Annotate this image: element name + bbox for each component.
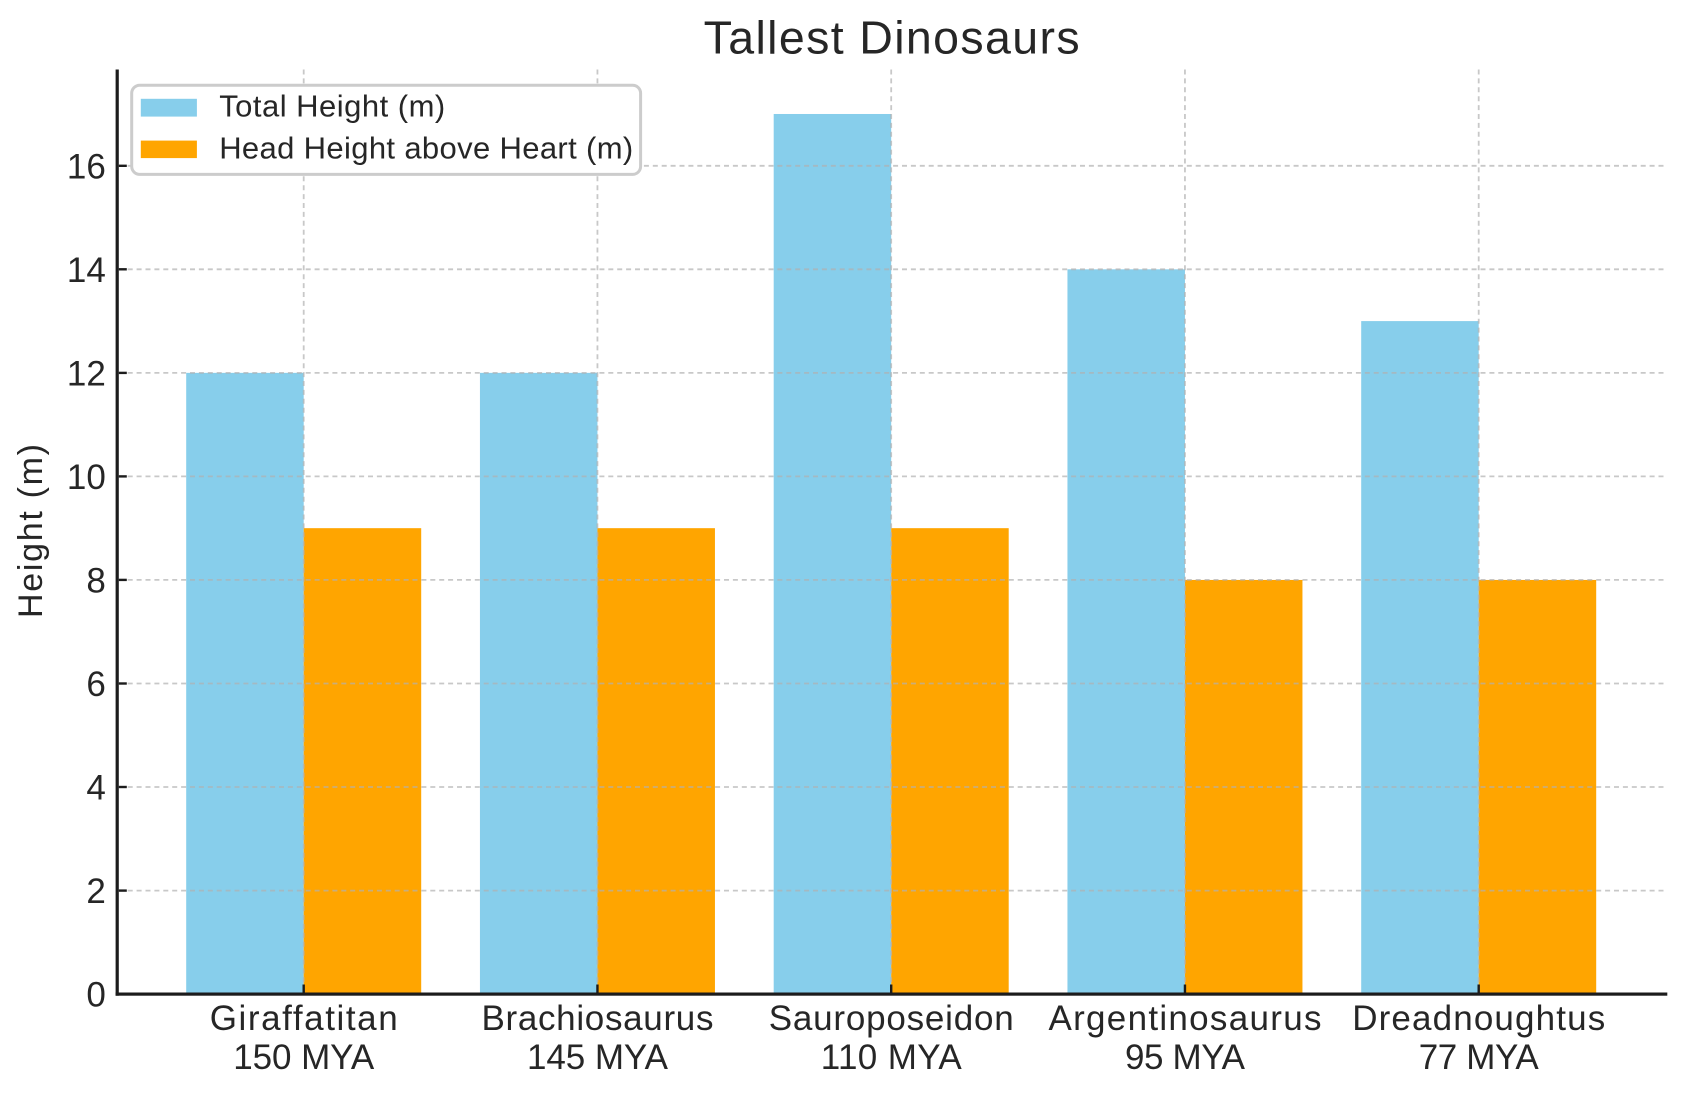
svg-text:16: 16 (67, 147, 106, 186)
svg-text:95 MYA: 95 MYA (1125, 1038, 1246, 1077)
svg-text:Brachiosaurus: Brachiosaurus (481, 999, 713, 1038)
svg-text:0: 0 (86, 976, 105, 1015)
svg-text:Total Height (m): Total Height (m) (219, 89, 445, 124)
svg-text:6: 6 (86, 665, 105, 704)
svg-text:110 MYA: 110 MYA (821, 1038, 963, 1077)
svg-text:8: 8 (86, 562, 105, 601)
svg-text:10: 10 (67, 458, 106, 497)
svg-text:77 MYA: 77 MYA (1419, 1038, 1540, 1077)
svg-text:Tallest Dinosaurs: Tallest Dinosaurs (704, 11, 1080, 63)
svg-text:145 MYA: 145 MYA (527, 1038, 669, 1077)
svg-text:4: 4 (86, 769, 105, 808)
svg-text:Argentinosaurus: Argentinosaurus (1048, 999, 1321, 1038)
svg-text:14: 14 (67, 251, 106, 290)
svg-text:Height (m): Height (m) (12, 444, 50, 618)
svg-text:Dreadnoughtus: Dreadnoughtus (1352, 999, 1605, 1038)
svg-text:12: 12 (67, 355, 106, 394)
svg-text:150 MYA: 150 MYA (233, 1038, 375, 1077)
svg-text:Giraffatitan: Giraffatitan (210, 999, 398, 1038)
svg-text:Head Height above Heart (m): Head Height above Heart (m) (219, 130, 633, 165)
svg-text:Sauroposeidon: Sauroposeidon (769, 999, 1014, 1038)
svg-text:2: 2 (86, 872, 105, 911)
